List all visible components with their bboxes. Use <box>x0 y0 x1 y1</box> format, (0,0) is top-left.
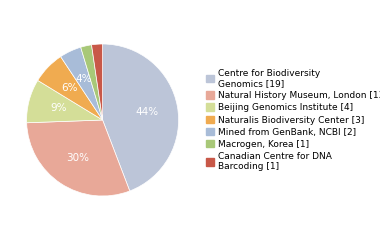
Wedge shape <box>81 45 103 120</box>
Text: 44%: 44% <box>136 107 159 117</box>
Legend: Centre for Biodiversity
Genomics [19], Natural History Museum, London [13], Beij: Centre for Biodiversity Genomics [19], N… <box>206 69 380 171</box>
Text: 30%: 30% <box>66 153 89 163</box>
Wedge shape <box>27 80 103 123</box>
Wedge shape <box>92 44 103 120</box>
Wedge shape <box>103 44 179 191</box>
Text: 6%: 6% <box>62 83 78 93</box>
Wedge shape <box>38 57 103 120</box>
Wedge shape <box>27 120 130 196</box>
Text: 9%: 9% <box>50 103 67 114</box>
Wedge shape <box>61 47 103 120</box>
Text: 4%: 4% <box>75 74 92 84</box>
